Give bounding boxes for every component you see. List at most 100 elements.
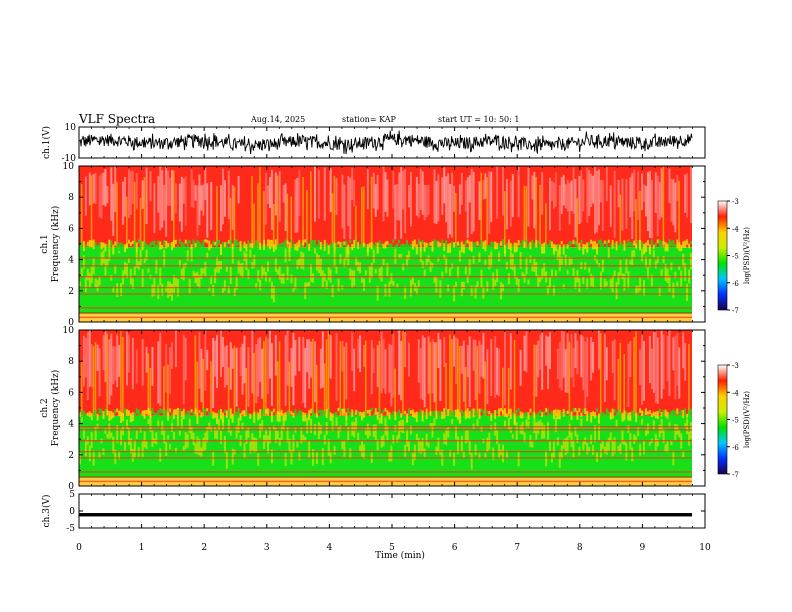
ch2-fringe	[668, 412, 671, 423]
ch1-fringe	[310, 240, 313, 250]
ch1-fringe	[157, 240, 160, 252]
ch2-streak	[599, 332, 602, 416]
ch1-mid-speckle	[468, 259, 471, 275]
ch2-fringe	[131, 412, 134, 422]
ch1-fringe	[566, 244, 569, 249]
ch1-mid-speckle	[592, 275, 595, 287]
ch2-streak	[141, 339, 144, 386]
ch2-fringe	[174, 409, 177, 415]
ch1-mid-speckle	[182, 263, 185, 281]
ch2-mid-speckle	[545, 450, 548, 467]
ch2-fringe	[247, 413, 250, 423]
ch2-mid-speckle	[188, 417, 191, 434]
ch1-mid-speckle	[302, 252, 305, 270]
ch2-mid-speckle	[253, 437, 256, 453]
ch2-colorbar-tick-label: -3	[732, 362, 739, 370]
ch2-fringe	[617, 408, 620, 418]
ch1-streak	[586, 167, 589, 223]
ch2-mid-speckle	[466, 429, 469, 443]
ch2-streak	[453, 335, 456, 367]
ch1-streak	[251, 176, 253, 248]
ch1-fringe	[413, 239, 416, 247]
ch2-fringe	[408, 408, 410, 416]
ch1-mid-speckle	[639, 277, 642, 291]
ch2-streak	[253, 352, 255, 416]
ch2-streak	[458, 345, 461, 416]
ch2-mid-speckle	[263, 435, 266, 449]
ch1-streak	[221, 168, 224, 225]
ch2-mid-speckle	[216, 429, 219, 440]
ch2-streak	[278, 341, 281, 416]
ch2-streak	[304, 347, 307, 408]
ch1-mid-speckle	[225, 266, 228, 272]
ch1-streak	[278, 171, 281, 222]
ch2-mid-speckle	[456, 436, 459, 455]
ch1-fringe	[214, 241, 217, 246]
ch1-mid-speckle	[588, 267, 591, 273]
ch2-fringe	[239, 413, 242, 421]
ch2-fringe	[216, 413, 219, 424]
ch1-mid-speckle	[644, 256, 647, 268]
ch1-fringe	[507, 239, 510, 249]
ch1-mid-speckle	[672, 282, 675, 299]
ch1-fringe	[476, 241, 479, 246]
ch1-fringe	[378, 240, 381, 247]
ch2-streak	[98, 348, 101, 397]
ch1-fringe	[190, 244, 193, 249]
ch2-mid-speckle	[302, 434, 305, 442]
ch1-fringe	[143, 241, 146, 248]
ch2-fringe	[380, 413, 383, 424]
ch2-streak	[643, 341, 645, 401]
ch2-fringe	[509, 408, 512, 419]
ch1-fringe	[654, 242, 657, 253]
ch1-fringe	[549, 240, 551, 247]
ch1-mid-speckle	[247, 269, 250, 280]
ch1-streak	[112, 183, 115, 236]
ch1-fringe	[402, 243, 405, 254]
ch1-mid-speckle	[327, 267, 330, 281]
ch2-fringe	[204, 408, 207, 418]
ch1-streak	[263, 190, 265, 248]
ch1-mid-speckle	[169, 281, 172, 297]
ch2-mid-speckle	[94, 426, 97, 441]
ch3-ytick-label: 0	[69, 507, 75, 517]
ch2-fringe	[86, 412, 89, 416]
ch2-fringe	[253, 412, 256, 424]
ch1-mid-speckle	[86, 268, 89, 281]
ch2-fringe	[639, 408, 642, 413]
ch2-fringe	[282, 413, 285, 421]
ch2-mid-speckle	[392, 434, 395, 444]
ch2-fringe	[163, 411, 166, 418]
ch1-fringe	[619, 241, 622, 250]
x-tick-label: 5	[389, 543, 395, 553]
ch1-mid-speckle	[270, 281, 273, 299]
ch2-ytick-label: 0	[68, 482, 74, 492]
ch1-fringe	[398, 239, 401, 244]
ch1-fringe	[456, 241, 459, 246]
ch2-fringe	[633, 411, 636, 423]
ch2-streak	[619, 343, 622, 416]
ch2-fringe	[394, 411, 397, 421]
ch1-fringe	[515, 243, 518, 252]
ch2-ytick-label: 8	[68, 357, 74, 367]
ch1-fringe	[186, 241, 189, 248]
ch1-fringe	[384, 241, 387, 249]
ch1-streak	[574, 178, 577, 238]
ch2-mid-speckle	[617, 445, 620, 452]
ch2-fringe	[609, 412, 612, 420]
ch1-ytick-label: -10	[62, 154, 77, 164]
ch1-fringe	[249, 243, 252, 248]
ch1-streak	[253, 203, 255, 248]
ch1-fringe	[584, 244, 587, 249]
ch2-mid-speckle	[251, 433, 254, 451]
ch2-mid-speckle	[190, 427, 193, 439]
ch1-streak	[173, 170, 175, 248]
ch2-fringe	[335, 411, 338, 418]
ch1-mid-speckle	[435, 276, 438, 293]
ch1-streak	[453, 185, 456, 212]
ch1-mid-speckle	[494, 279, 497, 286]
ch2-mid-speckle	[484, 452, 487, 458]
ch2-mid-speckle	[90, 432, 93, 448]
ch2-fringe	[161, 409, 164, 414]
